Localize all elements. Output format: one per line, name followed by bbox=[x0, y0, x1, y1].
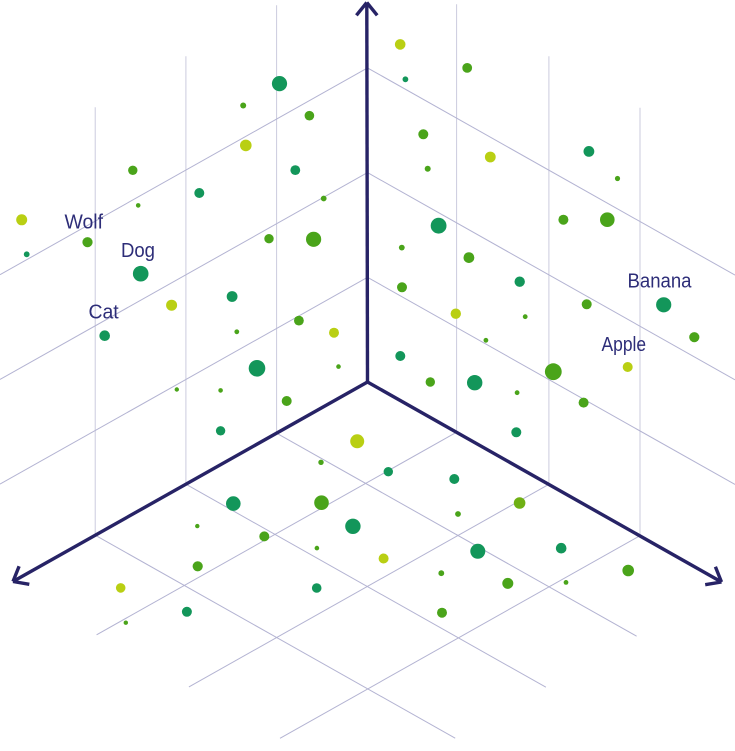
svg-text:Apple: Apple bbox=[602, 334, 647, 356]
svg-text:Banana: Banana bbox=[628, 271, 693, 293]
svg-text:Cat: Cat bbox=[89, 302, 120, 324]
svg-text:Wolf: Wolf bbox=[65, 211, 104, 233]
svg-text:Dog: Dog bbox=[121, 240, 155, 262]
